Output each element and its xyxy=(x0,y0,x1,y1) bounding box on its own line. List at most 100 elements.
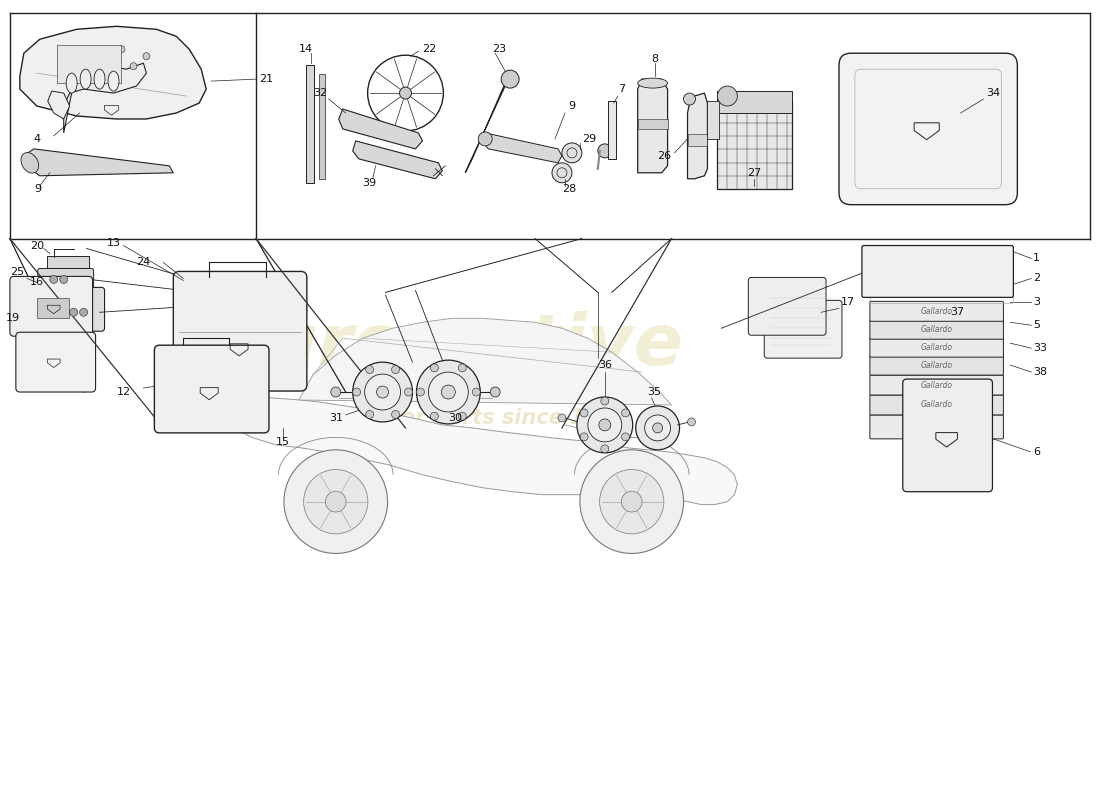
Circle shape xyxy=(502,70,519,88)
Circle shape xyxy=(417,360,481,424)
Text: Gallardo: Gallardo xyxy=(921,361,953,370)
Circle shape xyxy=(80,73,87,80)
Circle shape xyxy=(621,433,629,441)
Ellipse shape xyxy=(95,69,106,89)
Text: 4: 4 xyxy=(34,134,41,144)
Circle shape xyxy=(365,410,374,418)
FancyBboxPatch shape xyxy=(870,375,1003,395)
Circle shape xyxy=(364,374,400,410)
FancyBboxPatch shape xyxy=(839,54,1018,205)
Circle shape xyxy=(587,408,621,442)
Text: 39: 39 xyxy=(363,178,377,188)
Circle shape xyxy=(598,419,611,431)
Text: 14: 14 xyxy=(299,44,312,54)
Polygon shape xyxy=(638,79,668,173)
Circle shape xyxy=(79,308,88,316)
Circle shape xyxy=(459,364,466,372)
Text: 15: 15 xyxy=(276,437,290,447)
Text: 24: 24 xyxy=(136,258,151,267)
Text: Gallardo: Gallardo xyxy=(921,401,953,410)
Circle shape xyxy=(50,275,57,283)
Circle shape xyxy=(118,46,125,53)
Polygon shape xyxy=(20,26,206,119)
FancyBboxPatch shape xyxy=(870,319,1003,339)
Text: 21: 21 xyxy=(258,74,273,84)
Polygon shape xyxy=(22,149,174,176)
Circle shape xyxy=(491,387,501,397)
Circle shape xyxy=(405,388,412,396)
Circle shape xyxy=(597,144,612,158)
Text: Gallardo: Gallardo xyxy=(921,381,953,390)
Text: 1: 1 xyxy=(1033,254,1041,263)
Bar xyxy=(36,298,68,318)
Circle shape xyxy=(392,410,399,418)
Bar xyxy=(717,91,792,113)
Text: Gallardo: Gallardo xyxy=(921,342,953,352)
Circle shape xyxy=(376,386,388,398)
FancyBboxPatch shape xyxy=(37,269,94,290)
Ellipse shape xyxy=(638,78,668,88)
Circle shape xyxy=(59,275,68,283)
Bar xyxy=(47,257,89,269)
Circle shape xyxy=(130,62,136,70)
FancyBboxPatch shape xyxy=(870,338,1003,357)
Ellipse shape xyxy=(80,69,91,89)
Circle shape xyxy=(353,362,412,422)
Text: 8: 8 xyxy=(651,54,658,64)
Circle shape xyxy=(430,364,439,372)
Polygon shape xyxy=(206,348,737,505)
Circle shape xyxy=(331,387,341,397)
Bar xyxy=(707,101,719,139)
Circle shape xyxy=(683,93,695,105)
Circle shape xyxy=(621,409,629,417)
Bar xyxy=(688,134,707,146)
Bar xyxy=(638,119,668,129)
FancyBboxPatch shape xyxy=(870,415,1003,439)
Circle shape xyxy=(472,388,481,396)
Circle shape xyxy=(688,418,695,426)
Text: 38: 38 xyxy=(1033,367,1047,377)
Circle shape xyxy=(636,406,680,450)
Circle shape xyxy=(552,163,572,182)
Circle shape xyxy=(600,470,663,534)
Circle shape xyxy=(365,366,374,374)
Circle shape xyxy=(459,412,466,420)
Text: 3: 3 xyxy=(1033,298,1041,307)
Polygon shape xyxy=(353,141,442,178)
Text: 31: 31 xyxy=(329,413,343,423)
FancyBboxPatch shape xyxy=(870,302,1003,322)
Polygon shape xyxy=(465,76,513,173)
Circle shape xyxy=(562,143,582,163)
Text: 23: 23 xyxy=(492,44,506,54)
Circle shape xyxy=(428,372,469,412)
Circle shape xyxy=(94,50,100,57)
Bar xyxy=(608,101,616,159)
Text: 2: 2 xyxy=(1033,274,1041,283)
Text: 26: 26 xyxy=(658,151,672,161)
Text: 36: 36 xyxy=(597,360,612,370)
Polygon shape xyxy=(47,91,69,119)
Polygon shape xyxy=(299,318,672,405)
FancyBboxPatch shape xyxy=(174,271,307,391)
Bar xyxy=(319,74,324,178)
Circle shape xyxy=(601,397,608,405)
FancyBboxPatch shape xyxy=(15,332,96,392)
Circle shape xyxy=(143,53,150,60)
Circle shape xyxy=(601,445,608,453)
Circle shape xyxy=(580,450,683,554)
Circle shape xyxy=(304,470,367,534)
Text: 28: 28 xyxy=(562,184,576,194)
Circle shape xyxy=(106,66,113,73)
Text: 22: 22 xyxy=(422,44,437,54)
FancyBboxPatch shape xyxy=(870,395,1003,415)
FancyBboxPatch shape xyxy=(764,300,842,358)
Circle shape xyxy=(399,87,411,99)
Text: 19: 19 xyxy=(6,314,20,323)
Ellipse shape xyxy=(21,153,38,173)
Circle shape xyxy=(652,423,662,433)
Text: 30: 30 xyxy=(449,413,462,423)
Ellipse shape xyxy=(108,71,119,91)
Bar xyxy=(57,46,121,83)
Circle shape xyxy=(580,433,588,441)
Text: 12: 12 xyxy=(117,387,131,397)
